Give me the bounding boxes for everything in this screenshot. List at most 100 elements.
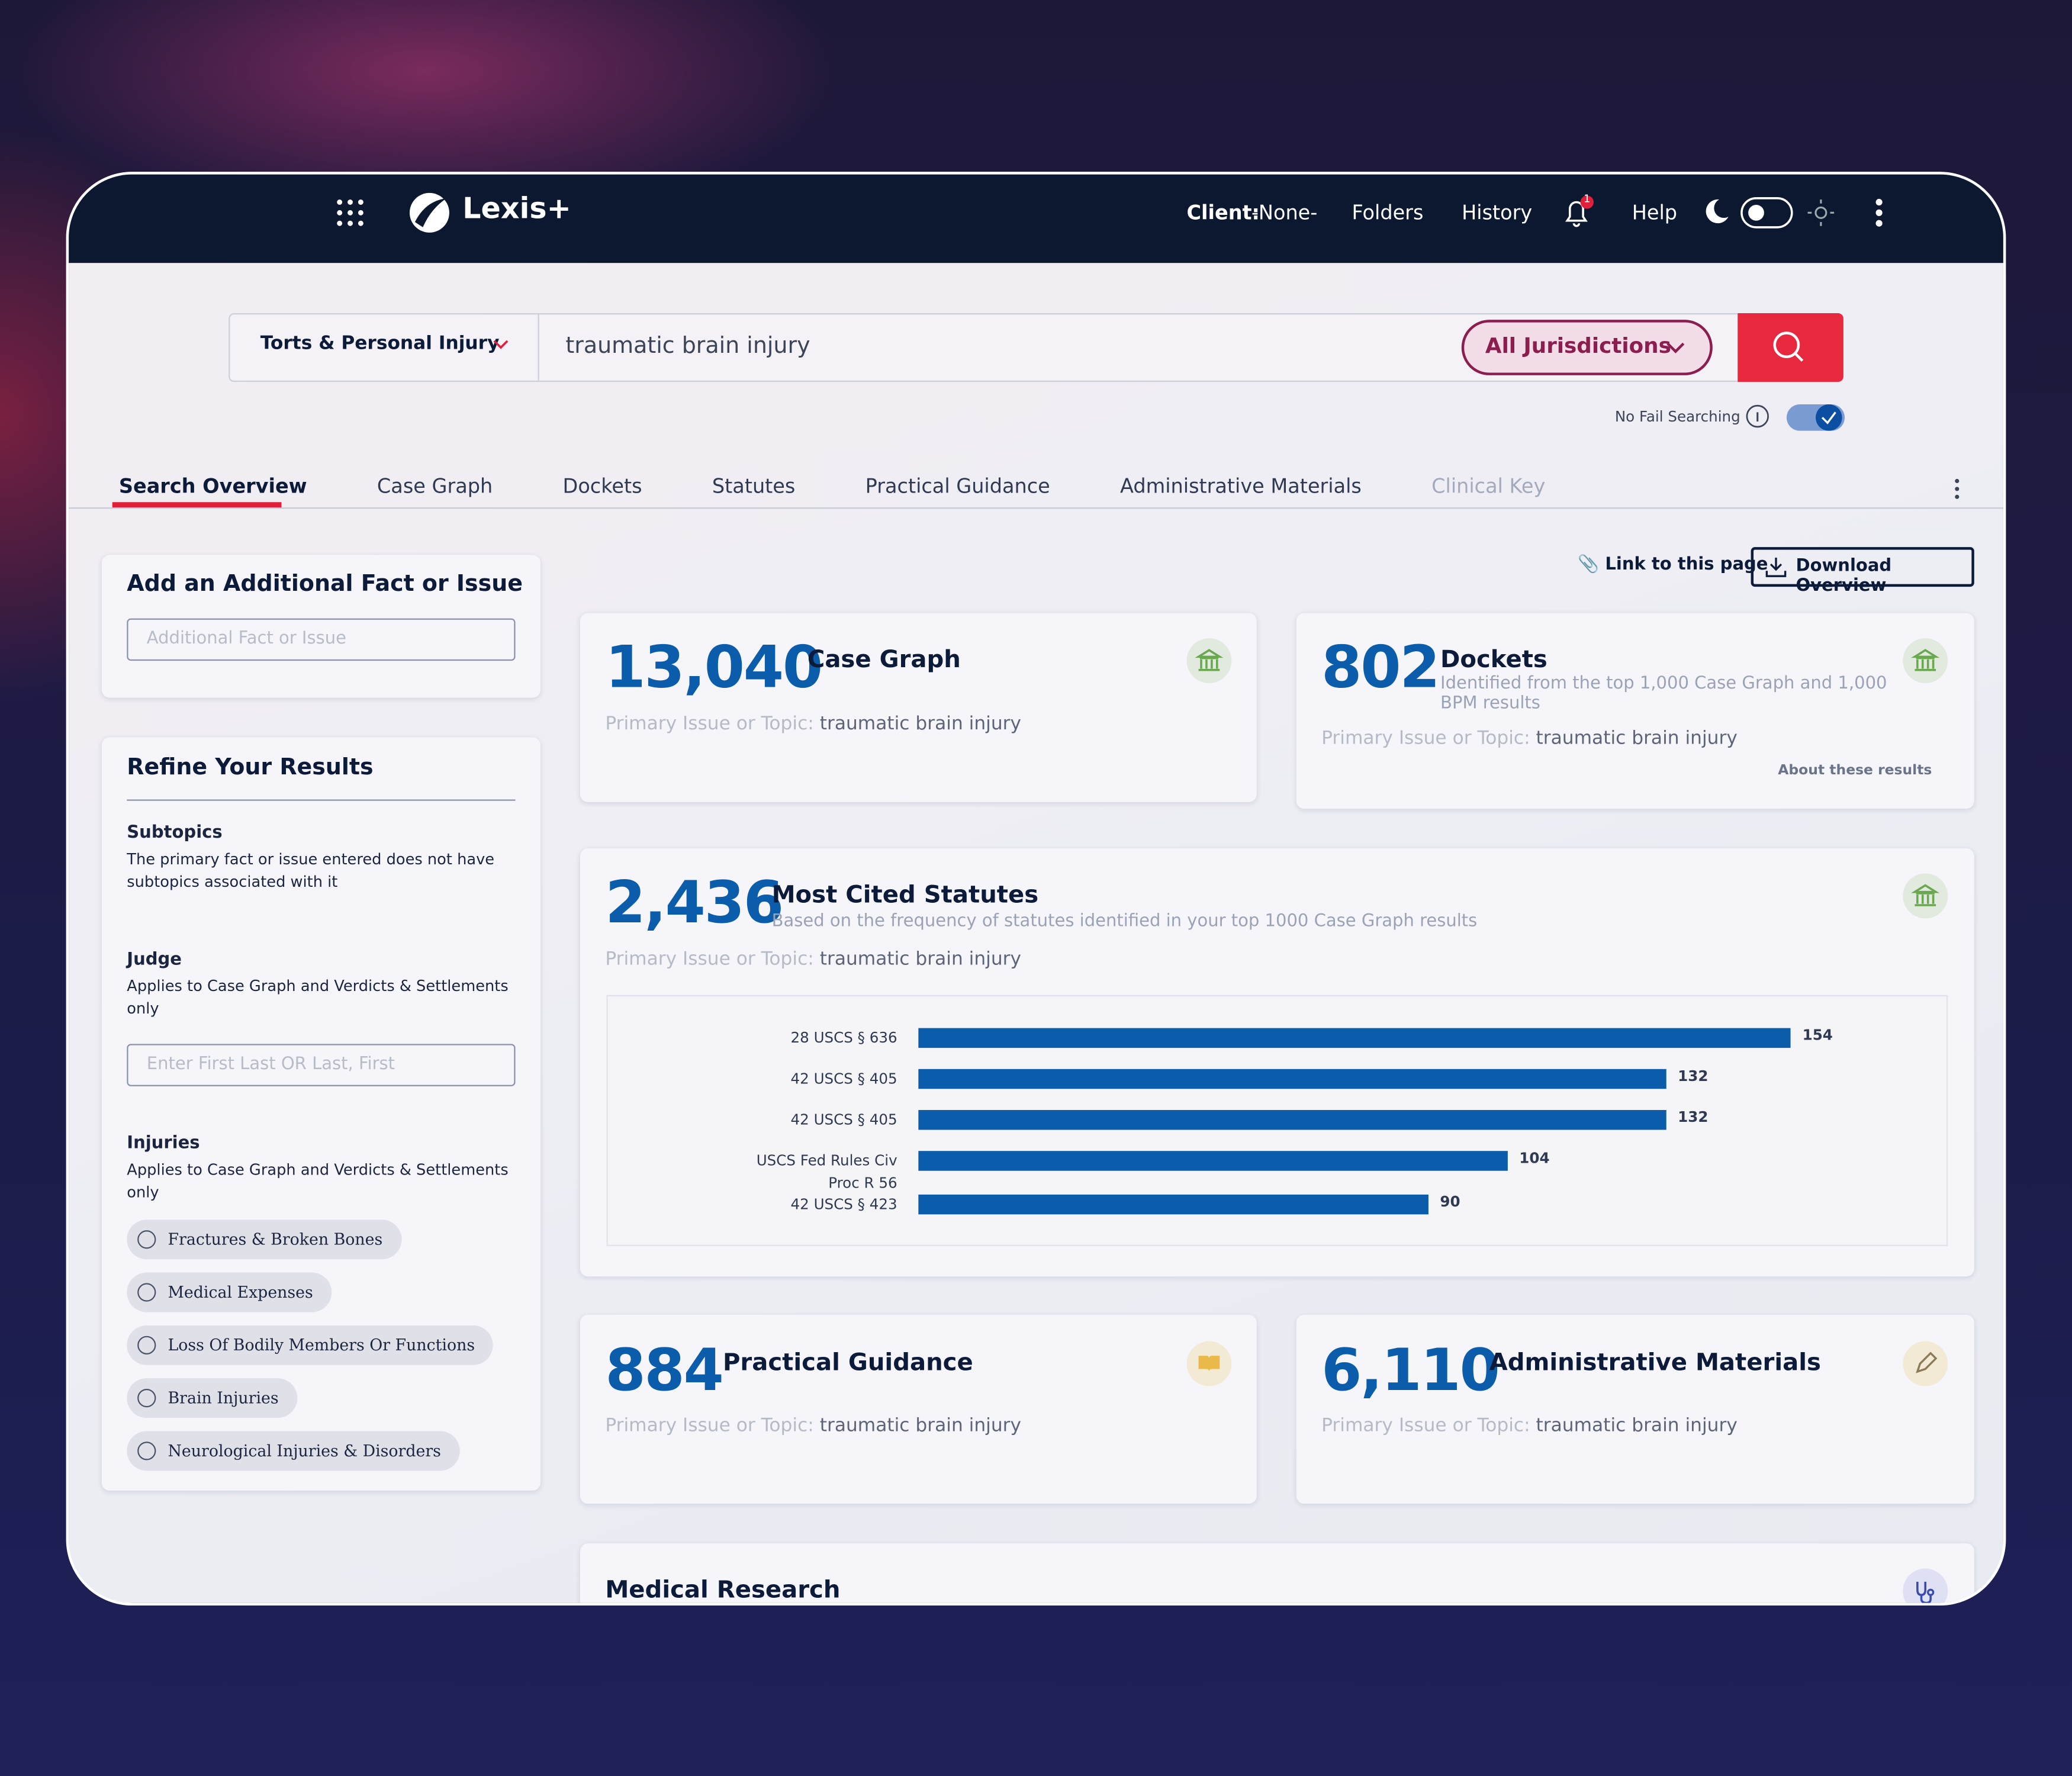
admin-card[interactable] [1296, 1314, 1974, 1504]
radio [137, 1442, 156, 1460]
y-tick-label: 42 USCS § 405 [790, 1111, 897, 1129]
guidance-card[interactable] [580, 1314, 1257, 1504]
value-label: 90 [1440, 1193, 1460, 1211]
dockets-card[interactable] [1296, 613, 1974, 809]
y-tick-label: 28 USCS § 636 [790, 1029, 897, 1047]
statutes-title: Most Cited Statutes [771, 881, 1039, 909]
brand-name[interactable]: Lexis+ [462, 192, 571, 226]
notification-count: 1 [1584, 192, 1591, 205]
injuries-text: Applies to Case Graph and Verdicts & Set… [127, 1160, 509, 1202]
radio [137, 1230, 156, 1249]
top-nav: Lexis+ Client: -None- Folders History 1 H… [69, 174, 2003, 263]
injuries-title: Injuries [127, 1134, 200, 1154]
chevron [1666, 342, 1685, 353]
y-tick-label: 42 USCS § 405 [790, 1070, 897, 1088]
bar [918, 1109, 1666, 1130]
topic-line: Primary Issue or Topic: traumatic brain … [605, 1415, 1021, 1437]
subtopics-title: Subtopics [127, 823, 223, 844]
medical-title: Medical Research [605, 1576, 841, 1604]
help-link[interactable]: Help [1632, 201, 1678, 225]
injury-chip[interactable]: Neurological Injuries & Disorders [127, 1431, 460, 1471]
notification-bell[interactable] [1562, 195, 1596, 230]
tab[interactable]: Search Overview [118, 474, 307, 498]
nav-links: Folders History [1352, 201, 1532, 224]
tab[interactable]: Case Graph [377, 474, 493, 498]
link-page[interactable]: 📎 Link to this page [1578, 555, 1768, 575]
nav-link[interactable]: Folders [1352, 201, 1424, 225]
search-input[interactable]: traumatic brain injury [565, 333, 810, 360]
book-icon [1186, 1341, 1232, 1386]
apps-icon[interactable] [336, 198, 365, 227]
judge-title: Judge [127, 950, 182, 970]
court-icon [1186, 638, 1232, 684]
injury-chip[interactable]: Brain Injuries [127, 1378, 297, 1418]
topic-value: traumatic brain injury [1536, 728, 1738, 749]
pen-icon [1903, 1341, 1948, 1386]
admin-title: Administrative Materials [1489, 1349, 1821, 1377]
link-label: Link to this page [1605, 555, 1768, 575]
fact-input[interactable]: Additional Fact or Issue [127, 618, 516, 661]
tab[interactable]: Statutes [712, 474, 796, 498]
value-label: 132 [1678, 1108, 1709, 1126]
client-value[interactable]: -None- [1251, 201, 1318, 225]
tab[interactable]: Clinical Key [1431, 474, 1546, 498]
about-results[interactable]: About these results [1778, 762, 1932, 778]
medical-card[interactable] [580, 1543, 1974, 1603]
injury-label: Loss Of Bodily Members Or Functions [168, 1336, 475, 1354]
chevron [493, 340, 509, 349]
topic-label: Primary Issue or Topic: [605, 1415, 814, 1437]
court-icon [1903, 638, 1948, 684]
statutes-count: 2,436 [605, 869, 784, 937]
injury-label: Medical Expenses [168, 1283, 313, 1302]
bar [918, 1193, 1428, 1214]
injury-label: Neurological Injuries & Disorders [168, 1442, 441, 1460]
dockets-count: 802 [1321, 634, 1440, 702]
y-tick-label: USCS Fed Rules Civ Proc R 56 [756, 1152, 897, 1192]
more-menu[interactable] [1872, 198, 1886, 230]
tab-indicator [112, 502, 282, 508]
bar [918, 1027, 1791, 1047]
injury-chip[interactable]: Fractures & Broken Bones [127, 1220, 401, 1260]
topic-value: traumatic brain injury [1536, 1415, 1738, 1437]
subtopics-text: The primary fact or issue entered does n… [127, 850, 495, 891]
radio [137, 1283, 156, 1302]
nav-link[interactable]: History [1462, 201, 1533, 225]
admin-count: 6,110 [1321, 1337, 1500, 1405]
topic-line: Primary Issue or Topic: traumatic brain … [1321, 1415, 1738, 1437]
topic-label: Primary Issue or Topic: [605, 948, 814, 970]
download-button[interactable]: Download Overview [1751, 547, 1974, 596]
judge-input[interactable]: Enter First Last OR Last, First [127, 1044, 516, 1086]
no-fail-label: No Fail Searching [1614, 408, 1740, 426]
statutes-subtitle: Based on the frequency of statutes ident… [771, 912, 1478, 932]
tab-bar: Search Overview Case Graph Dockets Statutes… [119, 474, 1545, 498]
tab[interactable]: Dockets [562, 474, 642, 498]
judge-text: Applies to Case Graph and Verdicts & Set… [127, 976, 509, 1018]
injury-label: Brain Injuries [168, 1388, 279, 1408]
injury-chip[interactable]: Loss Of Bodily Members Or Functions [127, 1325, 494, 1365]
practice-area-select[interactable]: Torts & Personal Injury [260, 333, 500, 355]
jurisdiction-label: All Jurisdictions [1485, 333, 1671, 358]
case-graph-card[interactable] [580, 613, 1257, 802]
case-graph-count: 13,040 [605, 634, 823, 702]
theme-toggle[interactable] [1702, 195, 1835, 232]
bar [918, 1068, 1666, 1089]
y-tick-label: 42 USCS § 423 [790, 1196, 897, 1214]
court-icon [1903, 873, 1948, 919]
search-button[interactable] [1738, 313, 1843, 382]
injury-chip[interactable]: Medical Expenses [127, 1272, 332, 1312]
brand-logo [409, 192, 449, 233]
tab-divider [69, 507, 2003, 509]
injury-list: Fractures & Broken Bones Medical Expenses… [127, 1220, 494, 1471]
bar [918, 1150, 1508, 1170]
tab[interactable]: Practical Guidance [865, 474, 1050, 498]
tab[interactable]: Administrative Materials [1120, 474, 1362, 498]
stethoscope-icon [1903, 1568, 1948, 1603]
statutes-chart: 28 USCS § 636 154 42 USCS § 405 132 42 USCS … [606, 995, 1948, 1246]
tab-more[interactable] [1953, 477, 1961, 501]
no-fail-toggle[interactable] [1746, 403, 1852, 432]
topic-label: Primary Issue or Topic: [1321, 728, 1530, 749]
topic-line: Primary Issue or Topic: traumatic brain … [605, 949, 1021, 970]
refine-title: Refine Your Results [127, 754, 374, 781]
case-graph-title: Case Graph [807, 646, 961, 674]
